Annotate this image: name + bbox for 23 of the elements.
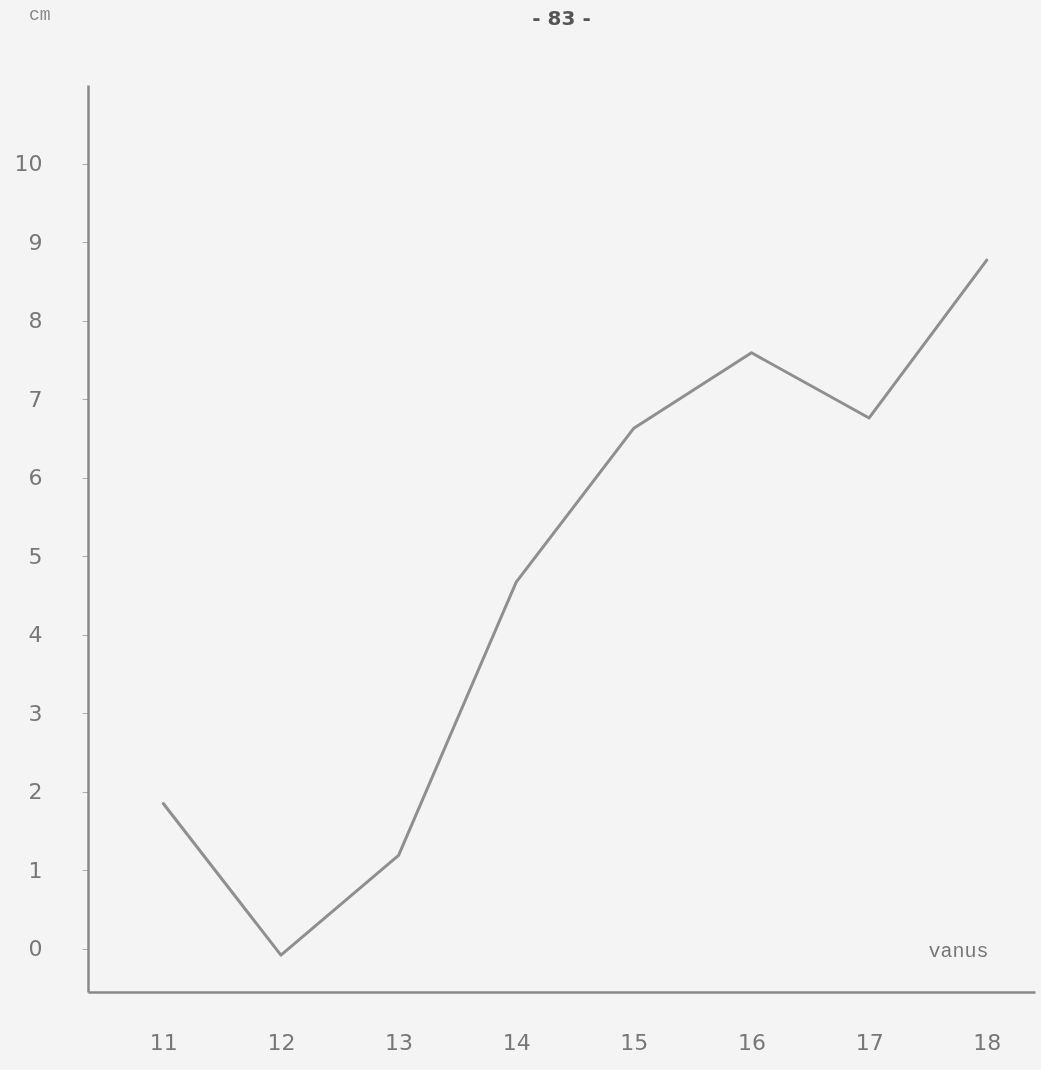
y-tick-label: 3 (28, 700, 43, 726)
y-tick-label: 9 (28, 229, 43, 255)
y-tick-label: 10 (14, 151, 43, 177)
y-tick-label: 6 (28, 465, 43, 491)
x-tick-label: 18 (973, 1029, 1002, 1055)
y-axis-title: cm (28, 4, 51, 25)
x-tick-label: 16 (737, 1029, 766, 1055)
y-tick-label: 8 (28, 308, 43, 334)
y-tick-label: 7 (28, 386, 43, 412)
y-tick-label: 1 (28, 857, 43, 883)
y-tick-label: 5 (28, 543, 43, 569)
line-series (161, 258, 989, 957)
x-tick-label: 11 (149, 1029, 178, 1055)
x-tick-label: 14 (502, 1029, 531, 1055)
y-tick-label: 0 (28, 936, 43, 962)
y-tick-label: 2 (28, 779, 43, 805)
y-tick-label: 4 (28, 622, 43, 648)
x-tick-label: 15 (620, 1029, 649, 1055)
x-tick-label: 17 (855, 1029, 884, 1055)
chart-title: - 83 - (532, 6, 591, 30)
x-tick-label: 13 (385, 1029, 414, 1055)
x-tick-label: 12 (267, 1029, 296, 1055)
x-axis-title: vanus (928, 939, 989, 963)
